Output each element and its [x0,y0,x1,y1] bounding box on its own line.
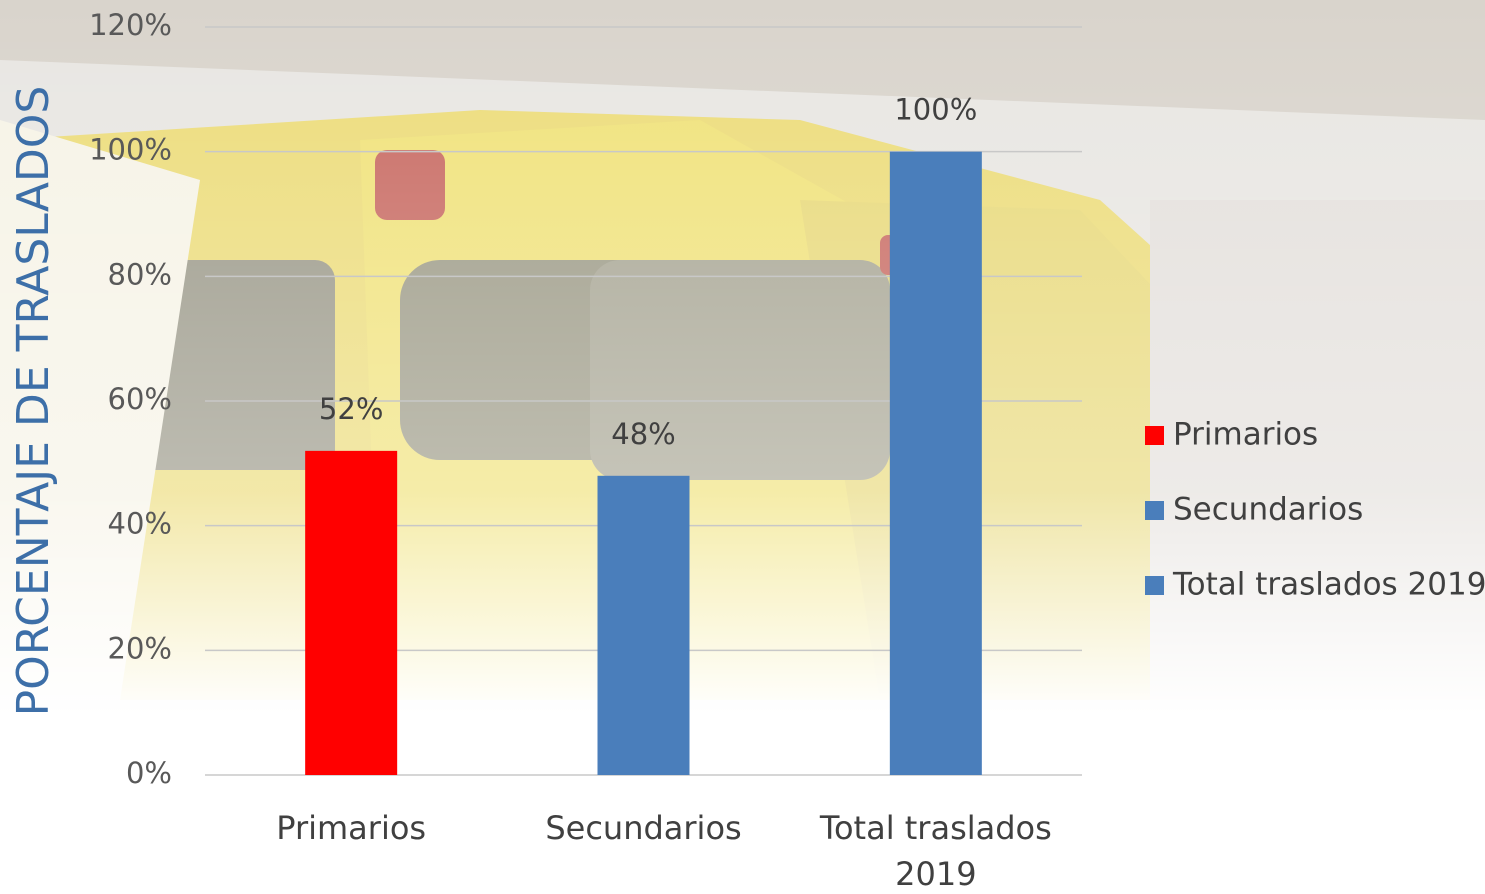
chart: PORCENTAJE DE TRASLADOS 0% 20% 40% 60% 80% 100… [0,0,1485,894]
legend-swatch [1145,426,1164,445]
value-label: 48% [611,417,675,451]
y-tick-label: 40% [108,507,172,541]
bar [890,152,982,775]
y-tick-label: 80% [108,257,172,291]
y-axis-title: PORCENTAJE DE TRASLADOS [8,86,59,717]
value-label: 100% [894,93,977,127]
y-tick-label: 60% [108,382,172,416]
bar [598,476,690,775]
x-tick-label: Secundarios [514,805,774,851]
legend-swatch [1145,501,1164,520]
y-tick-label: 20% [108,631,172,665]
y-tick-label: 120% [89,8,172,42]
chart-page: PORCENTAJE DE TRASLADOS 0% 20% 40% 60% 80% 100… [0,0,1485,894]
x-tick-label: Total traslados 2019 [806,805,1066,894]
x-tick-label: Primarios [221,805,481,851]
legend-label: Total traslados 2019 [1172,567,1485,603]
y-tick-label: 0% [126,756,172,790]
value-label: 52% [319,392,383,426]
legend-swatch [1145,576,1164,595]
y-tick-label: 100% [89,133,172,167]
legend-label: Secundarios [1173,492,1363,528]
legend-label: Primarios [1173,417,1318,453]
bar [305,451,397,775]
